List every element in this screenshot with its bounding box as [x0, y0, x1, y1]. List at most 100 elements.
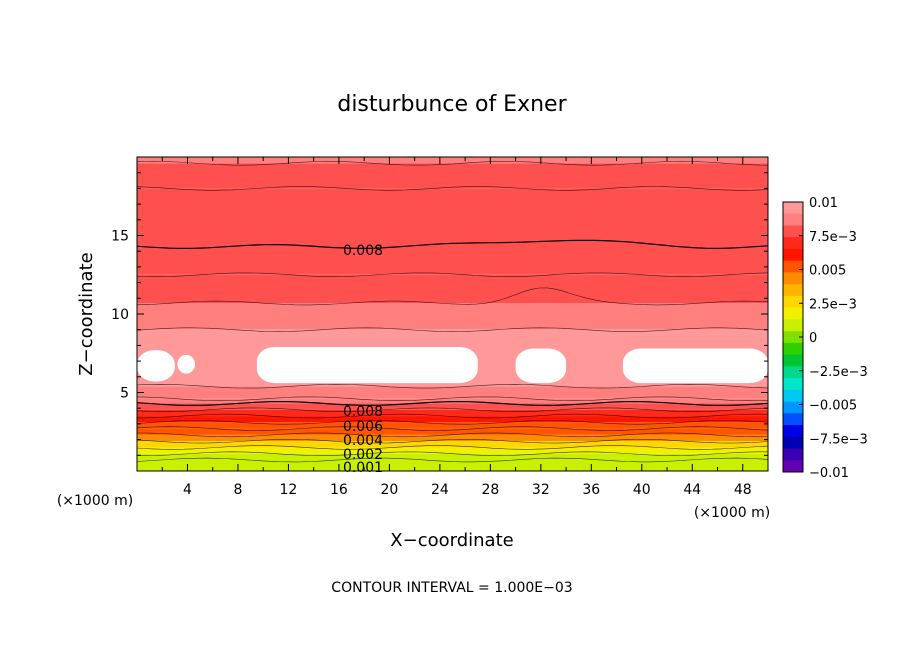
contour-bands	[137, 157, 768, 471]
colorbar-swatch	[783, 436, 803, 450]
colorbar-tick-label: 0	[809, 331, 817, 346]
contour-line	[137, 383, 768, 389]
colorbar-tick-label: −0.005	[809, 399, 857, 414]
contour-band	[137, 274, 768, 304]
contour-line	[137, 438, 768, 444]
contour-label: 0.006	[343, 419, 383, 435]
colorbar	[782, 201, 804, 473]
contour-label-lower: 0.008	[343, 404, 383, 420]
contour-band	[137, 403, 768, 410]
contour-line	[137, 186, 768, 191]
colorbar-tick-label: 2.5e−3	[809, 297, 857, 312]
contour-line	[137, 407, 768, 413]
colorbar-swatch	[783, 319, 803, 332]
x-tick-label: 48	[734, 482, 752, 498]
colorbar-swatch	[783, 331, 803, 344]
colorbar-swatch	[783, 413, 803, 426]
white-region	[137, 350, 175, 382]
white-region	[256, 346, 478, 384]
contour-label-upper: 0.008	[343, 243, 383, 259]
contour-band	[137, 434, 768, 442]
x-tick-label: 32	[532, 482, 550, 498]
colorbar-swatch	[783, 401, 803, 414]
x-tick-label: 36	[582, 482, 600, 498]
colorbar-swatch	[783, 354, 803, 367]
contour-band	[137, 453, 768, 461]
colorbar-swatch	[783, 248, 803, 262]
colorbar-swatch	[783, 284, 803, 297]
y-axis: 5 10 15	[111, 172, 768, 456]
colorbar-swatch	[783, 389, 803, 403]
contour-line	[137, 161, 768, 166]
contour-line	[137, 413, 768, 419]
colorbar-swatch	[783, 272, 803, 285]
x-tick-label: 44	[683, 482, 701, 498]
contour-line	[137, 400, 768, 407]
colorbar-tick-label: −0.01	[809, 466, 849, 481]
x-unit-left: (×1000 m)	[57, 493, 133, 509]
contour-line	[137, 239, 768, 250]
white-region	[622, 348, 768, 384]
contour-line	[137, 327, 768, 332]
contour-interval-note: CONTOUR INTERVAL = 1.000E−03	[331, 580, 572, 596]
contour-line	[137, 457, 768, 463]
contour-line	[137, 432, 768, 438]
colorbar-swatch	[783, 225, 803, 238]
colorbar-tick-label: 0.01	[809, 196, 838, 211]
colorbar-tick-label: 7.5e−3	[809, 230, 857, 245]
x-tick-label: 12	[280, 482, 298, 498]
x-tick-label: 20	[380, 482, 398, 498]
contour-band	[137, 386, 768, 399]
y-tick-label: 10	[111, 307, 129, 323]
contour-band	[137, 246, 768, 275]
contour-band	[137, 447, 768, 454]
y-tick-label: 5	[120, 386, 129, 402]
x-axis: 4 8 12 16 20 24 28 32 36 40 44 48	[161, 157, 769, 498]
contour-line	[137, 396, 768, 402]
colorbar-swatch	[783, 260, 803, 273]
colorbar-swatch	[783, 460, 803, 473]
colorbar-swatch	[783, 213, 803, 226]
white-region	[515, 348, 567, 384]
contour-labels: 0.008 0.008 0.006 0.004 0.002 0.001	[343, 243, 383, 476]
colorbar-swatch	[783, 366, 803, 379]
contour-line	[137, 426, 768, 431]
x-axis-label: X−coordinate	[390, 530, 513, 551]
contour-band	[137, 188, 768, 247]
y-tick-label: 15	[111, 229, 129, 245]
contour-band	[137, 416, 768, 423]
contour-label: 0.002	[343, 447, 383, 463]
contour-band	[137, 460, 768, 471]
contour-label: 0.004	[343, 433, 383, 449]
colorbar-tick-label: −7.5e−3	[809, 432, 868, 447]
colorbar-swatch	[783, 425, 803, 438]
x-tick-label: 16	[330, 482, 348, 498]
colorbar-swatch	[783, 378, 803, 391]
colorbar-ticks: 0.01 7.5e−3 0.005 2.5e−3 0 −2.5e−3 −0.005 −7.5e…	[799, 196, 868, 481]
colorbar-swatch	[783, 448, 803, 461]
contour-band	[137, 157, 768, 164]
contour-line	[137, 287, 768, 306]
x-tick-label: 40	[633, 482, 651, 498]
contour-lines	[137, 161, 768, 463]
contour-line	[137, 445, 768, 450]
contour-plot-area	[137, 157, 768, 471]
colorbar-swatch	[783, 202, 803, 215]
y-axis-label: Z−coordinate	[76, 252, 97, 375]
colorbar-swatch	[783, 307, 803, 320]
contour-band	[137, 409, 768, 417]
x-tick-label: 8	[233, 482, 242, 498]
colorbar-swatch	[783, 342, 803, 356]
out-of-range-regions	[137, 346, 768, 384]
colorbar-tick-label: 0.005	[809, 264, 846, 279]
contour-band	[137, 441, 768, 448]
contour-line	[137, 272, 768, 277]
colorbar-tick-label: −2.5e−3	[809, 365, 868, 380]
colorbar-swatch	[783, 237, 803, 250]
contour-band	[137, 428, 768, 435]
contour-band	[137, 163, 768, 189]
contour-line	[137, 420, 768, 425]
chart-title: disturbunce of Exner	[337, 92, 567, 117]
